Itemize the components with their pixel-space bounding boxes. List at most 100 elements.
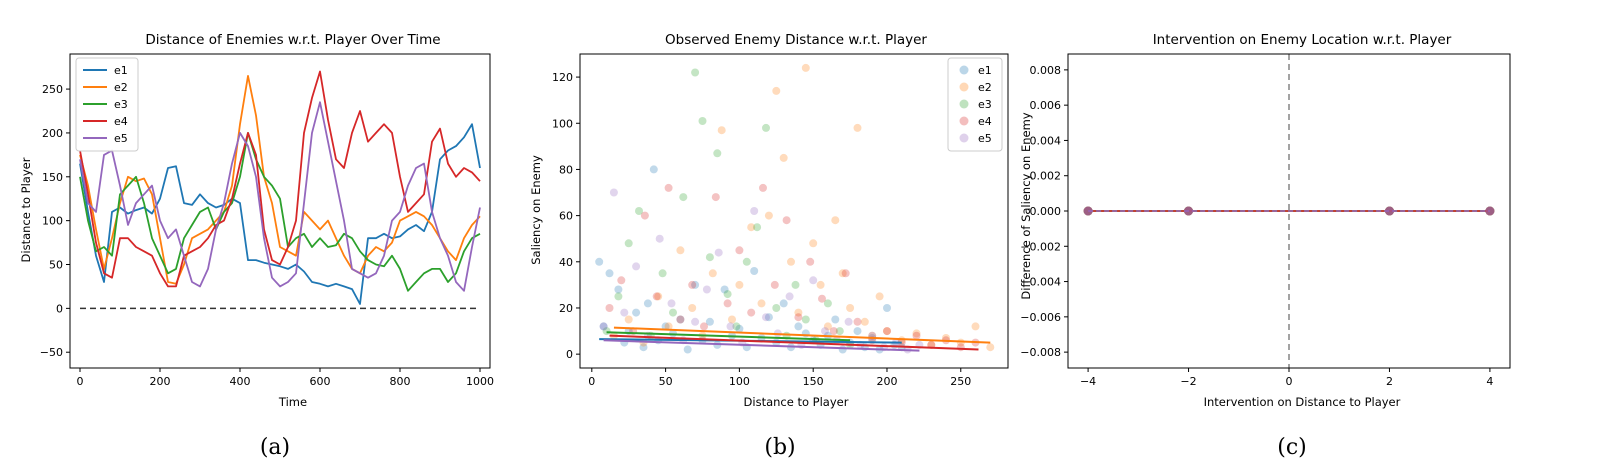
plot-frame xyxy=(579,53,1009,369)
scatter-point-e5 xyxy=(785,292,794,301)
scatter-point-e4 xyxy=(652,292,661,301)
scatter-point-e4 xyxy=(956,343,965,352)
scatter-point-e4 xyxy=(853,317,862,326)
scatter-point-e3 xyxy=(762,123,770,132)
scatter-point-e1 xyxy=(595,257,604,266)
scatter-point-e3 xyxy=(713,149,722,158)
trend-line-e3 xyxy=(606,331,851,342)
scatter-point-e1 xyxy=(705,317,714,326)
x-tick-label: 0 xyxy=(588,375,595,388)
panel-b: Observed Enemy Distance w.r.t. Player Di… xyxy=(529,32,1009,460)
scatter-point-e3 xyxy=(705,253,714,262)
scatter-point-e2 xyxy=(823,322,832,331)
scatter-point-e3 xyxy=(723,290,732,299)
series-line-e3 xyxy=(79,131,481,292)
scatter-point-e1 xyxy=(605,269,614,278)
scatter-point-e2 xyxy=(912,329,921,338)
y-tick-label: 100 xyxy=(552,117,573,130)
series-point-e5 xyxy=(1385,206,1394,216)
scatter-point-e3 xyxy=(658,269,667,278)
y-tick-label: −50 xyxy=(40,346,63,359)
legend-swatch xyxy=(959,82,969,92)
scatter-point-e3 xyxy=(732,322,741,331)
trend-line-e2 xyxy=(613,326,991,344)
scatter-point-e4 xyxy=(640,211,649,220)
scatter-point-e4 xyxy=(818,294,826,303)
scatter-point-e2 xyxy=(772,86,781,95)
x-tick-label: 600 xyxy=(310,375,331,388)
y-tick-label: 100 xyxy=(42,215,63,228)
scatter-point-e2 xyxy=(717,126,726,135)
scatter-point-e1 xyxy=(649,165,658,174)
scatter-point-e4 xyxy=(617,276,626,285)
trend-line-e4 xyxy=(609,334,979,351)
x-tick-label: 150 xyxy=(803,375,824,388)
scatter-point-e2 xyxy=(794,308,803,317)
panel-b-ylabel: Saliency on Enemy xyxy=(529,155,543,265)
panel-b-caption: (b) xyxy=(764,435,795,460)
scatter-point-e1 xyxy=(838,345,847,354)
panel-b-xlabel: Distance to Player xyxy=(744,395,849,409)
scatter-point-e2 xyxy=(747,223,756,232)
panel-a-xlabel: Time xyxy=(278,395,307,409)
scatter-point-e5 xyxy=(702,285,711,294)
scatter-point-e4 xyxy=(770,280,779,289)
y-tick-label: 20 xyxy=(559,302,573,315)
legend-entry: e4 xyxy=(114,115,128,128)
panel-c-xlabel: Intervention on Distance to Player xyxy=(1204,395,1401,409)
scatter-point-e1 xyxy=(683,345,692,354)
scatter-point-e2 xyxy=(853,123,862,132)
scatter-point-e3 xyxy=(772,304,781,312)
y-tick-label: −0.002 xyxy=(1020,240,1061,253)
scatter-point-e1 xyxy=(779,299,788,308)
scatter-point-e5 xyxy=(691,317,700,326)
scatter-point-e1 xyxy=(794,322,803,331)
scatter-point-e3 xyxy=(679,193,688,202)
scatter-point-e3 xyxy=(669,308,677,317)
panel-c-ylabel: Difference of Saliency on Enemy xyxy=(1019,112,1033,299)
scatter-point-e4 xyxy=(605,304,614,312)
y-tick-label: 0.004 xyxy=(1030,134,1062,147)
panel-a-ylabel: Distance to Player xyxy=(19,157,33,262)
scatter-point-e3 xyxy=(698,117,707,125)
scatter-point-e5 xyxy=(599,322,608,331)
scatter-point-e2 xyxy=(624,315,633,324)
x-tick-label: 0 xyxy=(1286,375,1293,388)
scatter-point-e4 xyxy=(794,313,803,322)
scatter-point-e1 xyxy=(661,322,670,331)
scatter-point-e2 xyxy=(809,239,818,248)
panel-b-plot: 0 50 100 150 200 250 0 20 40 60 80 100 120 e1 e2 e3 e4 e5 xyxy=(552,53,1009,388)
scatter-point-e4 xyxy=(759,183,767,192)
scatter-point-e1 xyxy=(735,324,744,333)
y-tick-label: 200 xyxy=(42,127,63,140)
scatter-point-e5 xyxy=(726,322,735,331)
scatter-point-e4 xyxy=(782,216,791,225)
legend-entry: e4 xyxy=(978,115,992,128)
legend-entry: e1 xyxy=(114,64,128,77)
scatter-point-e4 xyxy=(676,315,685,324)
y-tick-label: −0.006 xyxy=(1020,311,1061,324)
x-tick-label: 400 xyxy=(230,375,251,388)
scatter-point-e4 xyxy=(806,257,815,266)
scatter-point-e3 xyxy=(835,327,844,336)
scatter-point-e5 xyxy=(762,313,770,322)
scatter-point-e3 xyxy=(624,239,633,248)
panel-a: Distance of Enemies w.r.t. Player Over T… xyxy=(19,32,494,460)
legend-entry: e3 xyxy=(978,98,992,111)
legend-box xyxy=(947,57,1003,152)
scatter-point-e3 xyxy=(801,315,810,324)
scatter-point-e2 xyxy=(801,63,810,72)
y-tick-label: 0.008 xyxy=(1030,64,1062,77)
scatter-point-e5 xyxy=(655,234,664,243)
series-line-e5 xyxy=(79,101,481,292)
scatter-point-e1 xyxy=(676,315,685,324)
trend-line-e5 xyxy=(603,339,920,352)
scatter-point-e1 xyxy=(691,280,700,289)
legend-swatch xyxy=(959,133,969,143)
x-tick-label: 0 xyxy=(77,375,84,388)
y-tick-label: 40 xyxy=(559,256,573,269)
scatter-point-e4 xyxy=(829,327,838,336)
scatter-point-e4 xyxy=(883,327,891,336)
scatter-point-e2 xyxy=(971,322,980,331)
scatter-point-e1 xyxy=(853,327,862,336)
